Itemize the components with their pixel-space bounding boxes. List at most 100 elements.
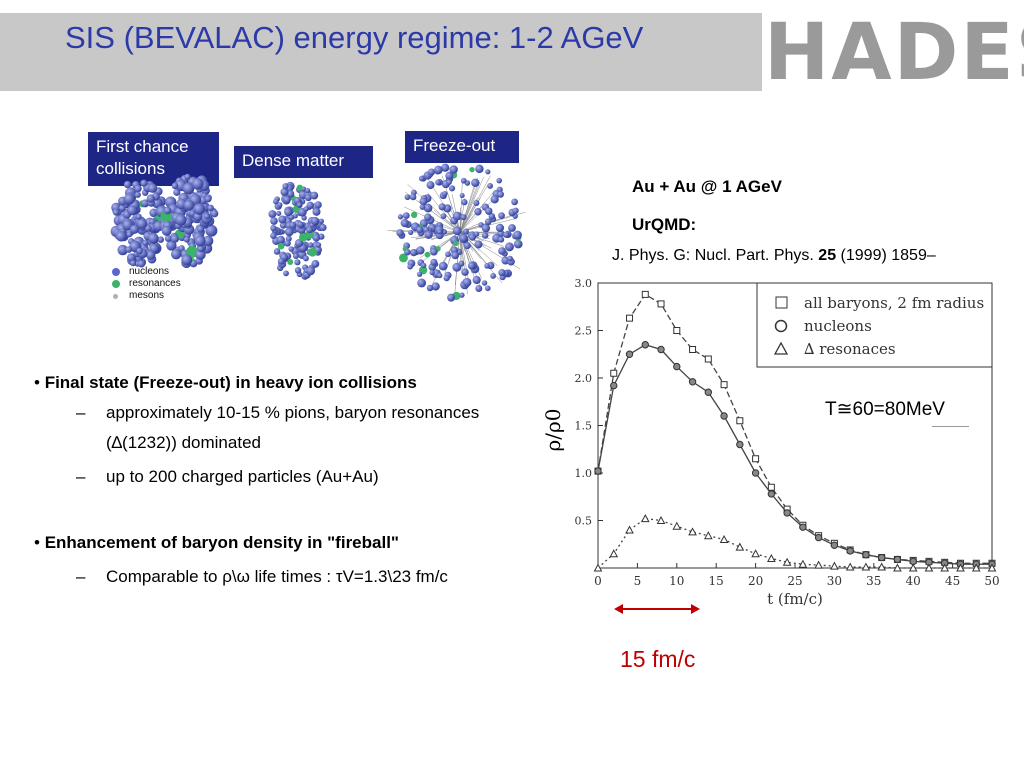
nucleon-particle (164, 235, 172, 243)
data-point-square (704, 355, 712, 363)
data-point-triangle (751, 549, 760, 558)
nucleon-particle (170, 234, 180, 243)
x-tick-label: 25 (787, 574, 802, 588)
nucleon-particle (163, 206, 172, 215)
resonance-particle (287, 259, 294, 265)
nucleon-particle (462, 228, 469, 235)
nucleon-particle (123, 193, 136, 205)
meson-trail (459, 185, 488, 233)
nucleon-particle (270, 225, 277, 232)
nucleon-particle (195, 249, 206, 260)
nucleon-particle (484, 263, 490, 269)
nucleon-particle (424, 230, 433, 239)
x-tick-label: 45 (945, 574, 960, 588)
nucleon-particle (410, 248, 418, 257)
nucleon-particle (278, 215, 287, 224)
temperature-underline (932, 426, 969, 427)
nucleon-particle (513, 230, 522, 240)
nucleon-particle (294, 259, 301, 266)
meson-trail (459, 177, 484, 233)
data-point-triangle (877, 562, 887, 571)
nucleon-particle (408, 229, 414, 236)
data-point-square (767, 483, 775, 491)
nucleon-particle (288, 214, 295, 221)
nucleon-particle (490, 195, 499, 204)
data-point-triangle (735, 542, 745, 551)
meson-trail (459, 178, 463, 233)
nucleon-particle (495, 223, 505, 233)
nucleon-particle (148, 218, 156, 226)
data-point-triangle (956, 563, 965, 572)
ref-prefix: J. Phys. G: Nucl. Part. Phys. (612, 247, 814, 264)
legend-square-icon (775, 296, 788, 309)
nucleon-particle (277, 202, 283, 208)
bullet-1-sub-1: – approximately 10-15 % pions, baryon res… (76, 403, 480, 452)
nucleon-particle (437, 272, 443, 279)
legend-nucleons-label: nucleons (129, 266, 170, 277)
nucleon-particle (193, 203, 206, 215)
nucleon-particle (512, 207, 519, 214)
nucleon-particle (442, 190, 448, 197)
nucleon-particle (430, 248, 438, 256)
nucleon-particle (144, 224, 152, 232)
data-point-triangle (987, 563, 997, 572)
nucleon-particle (297, 221, 304, 228)
resonance-particle (299, 233, 308, 242)
data-point-circle (673, 362, 681, 371)
nucleon-particle (192, 178, 204, 190)
data-point-circle (830, 541, 839, 549)
nucleon-particle (170, 248, 182, 260)
nucleon-particle (484, 218, 492, 226)
nucleon-particle (452, 226, 462, 236)
density-chart: 0 5 10 15 20 25 30 35 40 45 50 0.5 1.0 1.5 2.0 2.5 3.0 t … (541, 277, 1000, 608)
temperature-label: T≅60=80MeV (825, 399, 945, 420)
nucleon-particle (284, 208, 293, 217)
data-point-circle (846, 547, 854, 555)
data-point-triangle (656, 515, 666, 524)
y-tick-label: 2.5 (575, 325, 593, 338)
nucleon-particle (292, 252, 299, 259)
nucleon-particle (474, 240, 483, 249)
nucleon-particle (303, 206, 309, 212)
nucleon-particle (302, 255, 309, 262)
data-point-triangle (703, 531, 713, 540)
nucleon-particle (440, 213, 447, 219)
nucleon-particle (402, 212, 410, 220)
legend-triangle-icon (773, 341, 789, 355)
nucleon-particle (436, 229, 443, 235)
data-point-triangle (640, 514, 650, 523)
nucleon-particle (183, 236, 190, 243)
data-point-triangle (593, 563, 603, 572)
x-tick-label: 20 (748, 574, 763, 588)
nucleon-particle (400, 218, 409, 228)
nucleon-particle (426, 181, 435, 190)
data-point-square (736, 417, 744, 425)
nucleon-particle (418, 175, 425, 182)
data-point-circle (610, 381, 618, 390)
series-line-0 (597, 293, 992, 564)
data-point-triangle (940, 563, 950, 572)
nucleon-particle (136, 247, 143, 255)
resonance-particle (410, 211, 418, 219)
data-point-circle (814, 533, 823, 542)
nucleon-particle (487, 182, 494, 189)
chart-legend-box (756, 282, 993, 368)
data-point-circle (704, 388, 713, 396)
legend-nucleons: nucleons (112, 266, 181, 278)
nucleon-particle (459, 292, 465, 298)
nucleon-particle (417, 278, 427, 288)
y-tick-label: 1.5 (575, 420, 593, 433)
nucleon-particle (404, 248, 411, 256)
dense-matter-label: Dense matter (234, 146, 373, 178)
nucleon-particle (306, 266, 316, 276)
reference: J. Phys. G: Nucl. Part. Phys. 25 (1999) … (612, 247, 936, 265)
nucleon-particle (136, 218, 148, 230)
nucleon-particle (112, 209, 120, 216)
nucleon-particle (431, 282, 440, 291)
data-point-triangle (782, 557, 792, 566)
nucleon-particle (280, 187, 289, 197)
x-tick-label: 10 (669, 574, 684, 588)
legend-mesons: mesons (112, 290, 181, 302)
data-point-circle (783, 509, 791, 517)
data-point-triangle (924, 563, 934, 572)
